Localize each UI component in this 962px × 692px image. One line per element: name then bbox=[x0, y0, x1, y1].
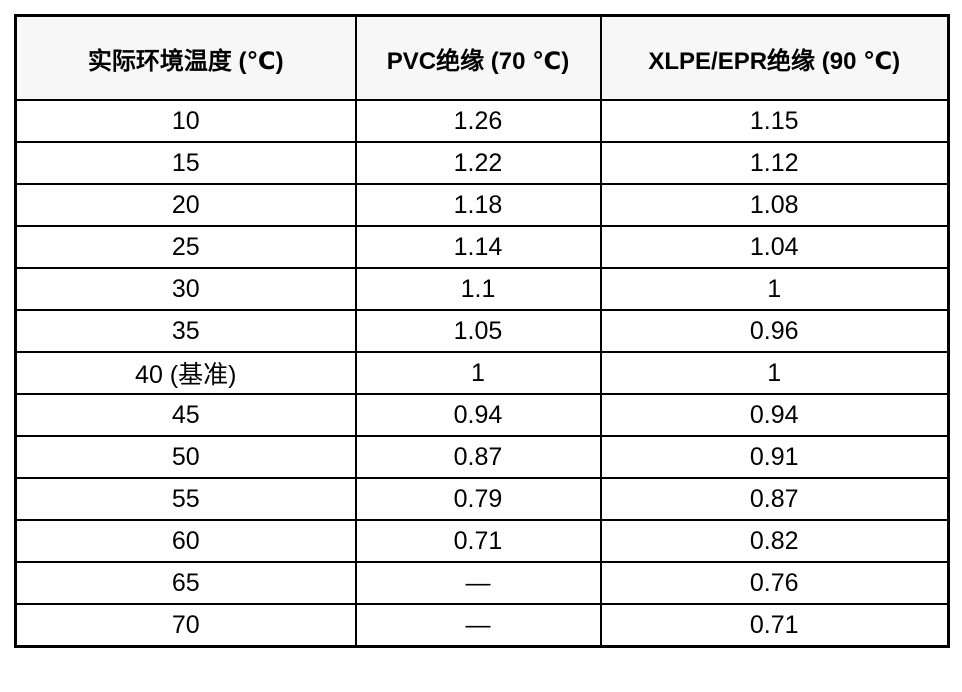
table-cell: 0.79 bbox=[354, 477, 602, 521]
table-cell: 0.94 bbox=[354, 393, 602, 437]
table-cell: 1.04 bbox=[599, 225, 950, 269]
table-cell: 60 bbox=[14, 519, 357, 563]
table-cell: 55 bbox=[14, 477, 357, 521]
table-cell: 15 bbox=[14, 141, 357, 185]
table-cell: 65 bbox=[14, 561, 357, 605]
header-row: 实际环境温度 (℃) PVC绝缘 (70 ℃) XLPE/EPR绝缘 (90 ℃… bbox=[14, 14, 950, 101]
table-row: 55 0.79 0.87 bbox=[14, 477, 950, 521]
table-row: 15 1.22 1.12 bbox=[14, 141, 950, 185]
table-cell: 45 bbox=[14, 393, 357, 437]
column-header-ambient-temperature: 实际环境温度 (℃) bbox=[14, 14, 357, 101]
table-cell: 1.12 bbox=[599, 141, 950, 185]
table-cell: 35 bbox=[14, 309, 357, 353]
table-cell: 1 bbox=[354, 351, 602, 395]
table-cell: 1.05 bbox=[354, 309, 602, 353]
column-header-xlpe-epr-insulation: XLPE/EPR绝缘 (90 ℃) bbox=[599, 14, 950, 101]
table-row: 60 0.71 0.82 bbox=[14, 519, 950, 563]
table-row: 40 (基准) 1 1 bbox=[14, 351, 950, 395]
table-row: 50 0.87 0.91 bbox=[14, 435, 950, 479]
table-cell: 1.26 bbox=[354, 99, 602, 143]
table-cell: — bbox=[354, 561, 602, 605]
table-cell: 0.76 bbox=[599, 561, 950, 605]
table-cell: 1 bbox=[599, 351, 950, 395]
table-cell: 0.71 bbox=[354, 519, 602, 563]
table-row: 65—0.76 bbox=[14, 561, 950, 605]
table-cell: 0.87 bbox=[599, 477, 950, 521]
table-cell: 40 (基准) bbox=[14, 351, 357, 395]
table-cell: 1.22 bbox=[354, 141, 602, 185]
table-cell: 25 bbox=[14, 225, 357, 269]
table-cell: 1 bbox=[599, 267, 950, 311]
table-row: 30 1.1 1 bbox=[14, 267, 950, 311]
table-row: 10 1.26 1.15 bbox=[14, 99, 950, 143]
table-cell: 1.18 bbox=[354, 183, 602, 227]
table-row: 25 1.14 1.04 bbox=[14, 225, 950, 269]
table-cell: 30 bbox=[14, 267, 357, 311]
table-row: 45 0.94 0.94 bbox=[14, 393, 950, 437]
table-cell: 1.15 bbox=[599, 99, 950, 143]
table-cell: 0.94 bbox=[599, 393, 950, 437]
table-cell: 10 bbox=[14, 99, 357, 143]
table-cell: 0.71 bbox=[599, 603, 950, 648]
table-cell: 50 bbox=[14, 435, 357, 479]
table-row: 70—0.71 bbox=[14, 603, 950, 648]
table-body: 10 1.26 1.15 15 1.22 1.12 20 1.18 1.08 25 1.14 1.04… bbox=[14, 99, 950, 648]
table-cell: 0.82 bbox=[599, 519, 950, 563]
temperature-correction-factor-table: 实际环境温度 (℃) PVC绝缘 (70 ℃) XLPE/EPR绝缘 (90 ℃… bbox=[14, 14, 950, 648]
table-cell: 1.08 bbox=[599, 183, 950, 227]
table-cell: 1.1 bbox=[354, 267, 602, 311]
table-cell: 0.96 bbox=[599, 309, 950, 353]
table-cell: 70 bbox=[14, 603, 357, 648]
table-row: 20 1.18 1.08 bbox=[14, 183, 950, 227]
table-cell: 20 bbox=[14, 183, 357, 227]
table-row: 35 1.05 0.96 bbox=[14, 309, 950, 353]
table-cell: 0.91 bbox=[599, 435, 950, 479]
table-cell: 0.87 bbox=[354, 435, 602, 479]
table-cell: — bbox=[354, 603, 602, 648]
column-header-pvc-insulation: PVC绝缘 (70 ℃) bbox=[354, 14, 602, 101]
table-cell: 1.14 bbox=[354, 225, 602, 269]
